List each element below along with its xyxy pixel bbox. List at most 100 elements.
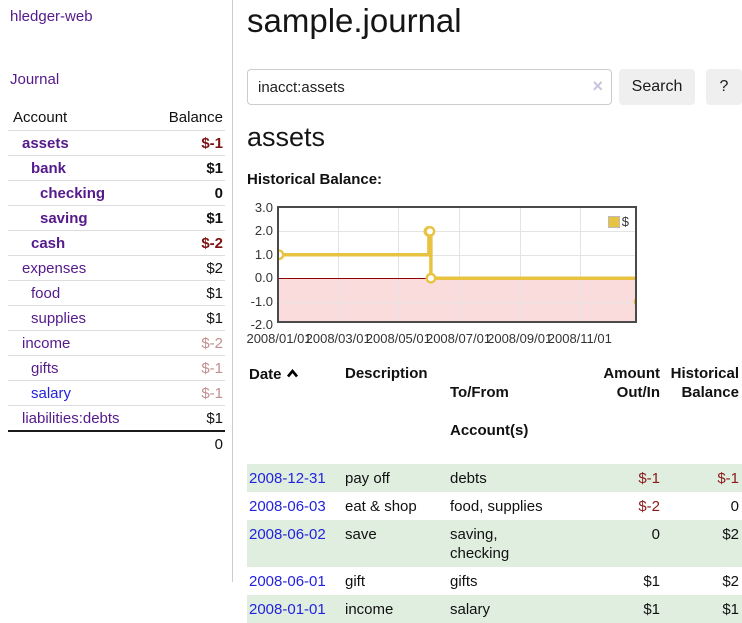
account-link[interactable]: cash <box>8 235 65 252</box>
register-date-link[interactable]: 2008-12-31 <box>249 470 326 487</box>
account-balance: $-1 <box>201 385 225 402</box>
account-link[interactable]: checking <box>8 185 105 202</box>
column-header-amount: Amount Out/In <box>590 364 660 459</box>
register-date-link[interactable]: 2008-01-01 <box>249 601 326 618</box>
clear-search-icon[interactable]: × <box>592 76 603 96</box>
account-link[interactable]: supplies <box>8 310 86 327</box>
account-row: bank $1 <box>8 155 225 180</box>
help-button[interactable]: ? <box>706 69 742 105</box>
register-balance: $2 <box>660 525 742 563</box>
x-axis-tick: 2008/05/01 <box>366 331 431 346</box>
account-balance: $1 <box>206 410 225 427</box>
y-axis-tick: -1.0 <box>235 294 273 309</box>
column-header-balance: Historical Balance <box>660 364 742 459</box>
accounts-total-value: 0 <box>215 436 223 453</box>
register-row: 2008-06-02 save saving, checking 0 $2 <box>247 520 742 567</box>
register-description: save <box>345 525 450 563</box>
account-row: saving $1 <box>8 205 225 230</box>
main-content: sample.journal × Search ? assets Histori… <box>247 0 742 582</box>
column-header-description: Description <box>345 364 450 459</box>
account-balance: $1 <box>206 285 225 302</box>
account-link[interactable]: salary <box>8 385 71 402</box>
register-row: 2008-12-31 pay off debts $-1 $-1 <box>247 464 742 492</box>
register-table: Date Description To/From Account(s) Amou… <box>247 364 742 623</box>
register-description: pay off <box>345 469 450 488</box>
y-axis-tick: -2.0 <box>235 317 273 332</box>
x-axis-tick: 2008/01/01 <box>246 331 311 346</box>
account-link[interactable]: liabilities:debts <box>8 410 120 427</box>
account-balance: 0 <box>215 185 225 202</box>
account-row: food $1 <box>8 280 225 305</box>
register-amount: $-1 <box>590 469 660 488</box>
account-link[interactable]: bank <box>8 160 66 177</box>
x-axis-tick: 2008/11/01 <box>548 331 612 346</box>
register-balance: $-1 <box>660 469 742 488</box>
account-row: checking 0 <box>8 180 225 205</box>
accounts-header-balance: Balance <box>169 109 225 126</box>
y-axis-tick: 3.0 <box>235 200 273 215</box>
account-row: gifts $-1 <box>8 355 225 380</box>
account-row: assets $-1 <box>8 130 225 155</box>
register-row: 2008-01-01 income salary $1 $1 <box>247 595 742 623</box>
x-axis-tick: 2008/09/01 <box>487 331 552 346</box>
sidebar: hledger-web Journal Account Balance asse… <box>0 0 233 582</box>
account-row: salary $-1 <box>8 380 225 405</box>
register-row: 2008-06-03 eat & shop food, supplies $-2… <box>247 492 742 520</box>
sidebar-item-journal[interactable]: Journal <box>10 71 59 88</box>
x-axis-tick: 2008/07/01 <box>426 331 491 346</box>
legend-label: $ <box>622 214 629 229</box>
app-title-link[interactable]: hledger-web <box>10 8 93 25</box>
accounts-total-row: 0 <box>8 430 225 456</box>
search-input[interactable] <box>247 69 612 105</box>
account-balance: $2 <box>206 260 225 277</box>
y-axis-tick: 0.0 <box>235 270 273 285</box>
register-table-header: Date Description To/From Account(s) Amou… <box>247 364 742 464</box>
register-accounts: food, supplies <box>450 497 590 516</box>
account-heading: assets <box>247 122 325 153</box>
page-title: sample.journal <box>247 2 462 40</box>
account-row: supplies $1 <box>8 305 225 330</box>
account-link[interactable]: saving <box>8 210 88 227</box>
account-row: expenses $2 <box>8 255 225 280</box>
register-date-link[interactable]: 2008-06-02 <box>249 526 326 543</box>
account-balance: $-1 <box>201 135 225 152</box>
register-balance: 0 <box>660 497 742 516</box>
accounts-table-header: Account Balance <box>8 104 225 130</box>
chart-legend: $ <box>608 214 629 229</box>
search-form: × Search ? <box>247 69 742 105</box>
account-link[interactable]: assets <box>8 135 69 152</box>
sort-asc-icon <box>286 364 299 383</box>
register-amount: $1 <box>590 600 660 619</box>
account-link[interactable]: food <box>8 285 60 302</box>
register-description: eat & shop <box>345 497 450 516</box>
account-balance: $-2 <box>201 235 225 252</box>
accounts-table: Account Balance assets $-1 bank $1 check… <box>8 104 225 456</box>
account-link[interactable]: expenses <box>8 260 86 277</box>
y-axis-tick: 1.0 <box>235 247 273 262</box>
account-balance: $1 <box>206 160 225 177</box>
column-header-date[interactable]: Date <box>247 364 345 459</box>
account-balance: $1 <box>206 210 225 227</box>
register-date-link[interactable]: 2008-06-03 <box>249 498 326 515</box>
account-row: income $-2 <box>8 330 225 355</box>
account-balance: $1 <box>206 310 225 327</box>
register-amount: 0 <box>590 525 660 563</box>
account-balance: $-1 <box>201 360 225 377</box>
accounts-header-account: Account <box>8 109 67 126</box>
account-row: liabilities:debts $1 <box>8 405 225 430</box>
x-axis-tick: 2008/03/01 <box>306 331 371 346</box>
account-row: cash $-2 <box>8 230 225 255</box>
register-amount: $-2 <box>590 497 660 516</box>
y-axis-tick: 2.0 <box>235 223 273 238</box>
legend-swatch <box>608 216 620 228</box>
account-link[interactable]: income <box>8 335 70 352</box>
accounts-rows: assets $-1 bank $1 checking 0 saving $1 … <box>8 130 225 430</box>
register-accounts: salary <box>450 600 590 619</box>
register-balance: $1 <box>660 600 742 619</box>
chart-title: Historical Balance: <box>247 171 382 188</box>
account-link[interactable]: gifts <box>8 360 59 377</box>
column-header-accounts: To/From Account(s) <box>450 364 590 459</box>
search-button[interactable]: Search <box>619 69 695 105</box>
register-accounts: debts <box>450 469 590 488</box>
